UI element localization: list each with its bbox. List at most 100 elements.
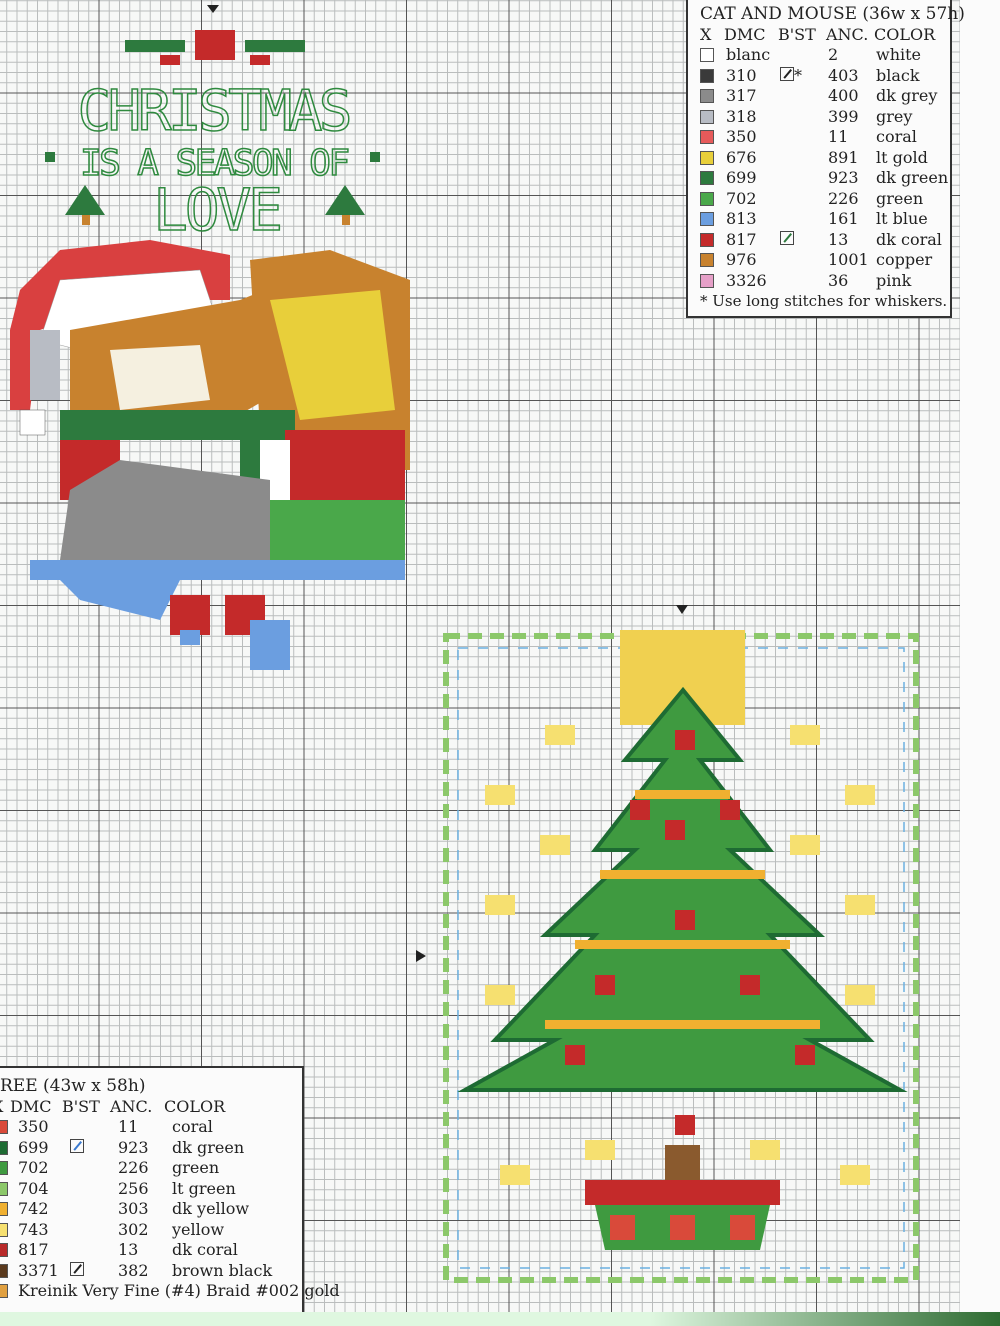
anchor-number: 226: [118, 1158, 149, 1177]
color-swatch: [700, 232, 714, 247]
key-header: X DMC B'ST ANC. COLOR: [0, 1097, 302, 1118]
anchor-number: 13: [118, 1240, 139, 1259]
color-name: coral: [876, 127, 917, 146]
key-row: 317 400 dk grey: [700, 86, 950, 107]
color-swatch: [700, 273, 714, 288]
color-name: green: [876, 188, 924, 208]
tree-frame: [443, 633, 919, 1283]
key-row: 817 13 dk coral: [0, 1240, 302, 1261]
header-bst: B'ST: [62, 1096, 100, 1116]
color-swatch: [0, 1140, 8, 1155]
header-bst: B'ST: [778, 24, 816, 44]
header-x: X: [0, 1097, 10, 1118]
small-trees-motif: [45, 152, 380, 225]
color-name: brown black: [172, 1260, 273, 1280]
color-name: dk yellow: [172, 1199, 250, 1218]
anchor-number: 923: [828, 168, 859, 187]
anchor-number: 382: [118, 1260, 149, 1280]
key-title: CAT AND MOUSE (36w x 57h): [700, 4, 965, 24]
color-name: dk grey: [876, 86, 938, 105]
color-swatch: [0, 1284, 8, 1299]
anchor-number: 226: [828, 188, 859, 208]
key-row: 350 11 coral: [700, 127, 950, 148]
color-name: pink: [876, 270, 912, 290]
dmc-number: 742: [18, 1199, 49, 1218]
motif-text-line2: IS A SEASON OF: [80, 143, 350, 184]
dmc-number: 702: [726, 188, 757, 208]
anchor-number: 403: [828, 65, 859, 85]
backstitch-icon: [780, 66, 794, 81]
dmc-number: 310: [726, 65, 757, 85]
dmc-number: 743: [18, 1219, 49, 1239]
key-row: 817 13 dk coral: [700, 230, 950, 251]
header-dmc: DMC: [10, 1096, 52, 1116]
dmc-number: 699: [726, 168, 757, 187]
key-note: * Use long stitches for whiskers.: [700, 292, 948, 310]
color-name: dk coral: [172, 1240, 238, 1259]
anchor-number: 923: [118, 1137, 149, 1157]
color-swatch: [700, 68, 714, 83]
backstitch-cell: *: [780, 66, 828, 87]
dmc-number: 676: [726, 147, 757, 167]
dmc-number: 350: [18, 1117, 49, 1136]
anchor-number: 11: [828, 127, 849, 146]
header-x: X: [700, 24, 712, 44]
key-row: blanc 2 white: [700, 45, 950, 66]
dmc-number: 976: [726, 250, 757, 269]
header-color: COLOR: [874, 24, 936, 44]
color-name: dk coral: [876, 229, 942, 249]
color-swatch: [700, 191, 714, 206]
dmc-number: 3371: [18, 1260, 59, 1280]
dmc-number: 317: [726, 86, 757, 105]
page-margin: [960, 0, 1000, 1312]
color-name: yellow: [172, 1219, 225, 1239]
anchor-number: 302: [118, 1219, 149, 1239]
color-swatch: [0, 1222, 8, 1237]
motif-text-line3: LOVE: [153, 176, 283, 244]
color-name: dk green: [876, 168, 949, 187]
dmc-number: 3326: [726, 270, 767, 290]
color-name: coral: [172, 1117, 213, 1136]
color-name: lt blue: [876, 209, 928, 228]
backstitch-icon: [780, 230, 794, 245]
key-row: 702 226 green: [700, 189, 950, 210]
color-swatch: [0, 1181, 8, 1196]
center-arrow-tree-top: [676, 605, 688, 614]
dmc-number: 704: [18, 1178, 49, 1198]
anchor-number: 11: [118, 1117, 139, 1136]
backstitch-asterisk: *: [794, 65, 802, 85]
kreinik-row: Kreinik Very Fine (#4) Braid #002 gold: [0, 1281, 340, 1302]
key-row: 699 923 dk green: [0, 1138, 302, 1159]
color-name: dk green: [172, 1137, 245, 1157]
dmc-number: blanc: [726, 45, 771, 64]
color-swatch: [0, 1243, 8, 1258]
color-name: lt green: [172, 1178, 236, 1198]
color-swatch: [0, 1120, 8, 1135]
key-rows: blanc 2 white 310 * 403 black 317 400 dk grey 318 3…: [700, 45, 950, 291]
anchor-number: 891: [828, 147, 859, 167]
color-name: white: [876, 45, 922, 64]
backstitch-cell: [780, 230, 828, 251]
anchor-number: 36: [828, 270, 849, 290]
color-swatch: [700, 253, 714, 268]
center-arrow-tree-side: [416, 950, 426, 962]
key-row: 743 302 yellow: [0, 1220, 302, 1241]
key-row: 3371 382 brown black: [0, 1261, 302, 1282]
dmc-number: 817: [726, 229, 757, 249]
header-dmc: DMC: [724, 24, 766, 44]
color-swatch: [700, 130, 714, 145]
stars-sparkles: [485, 725, 875, 1185]
backstitch-cell: [70, 1261, 118, 1282]
color-name: lt gold: [876, 147, 928, 167]
anchor-number: 161: [828, 209, 859, 228]
anchor-number: 400: [828, 86, 859, 105]
color-swatch: [700, 89, 714, 104]
color-swatch: [700, 109, 714, 124]
header-anc: ANC.: [826, 24, 869, 44]
anchor-number: 13: [828, 229, 849, 249]
kreinik-label: Kreinik Very Fine (#4) Braid #002 gold: [18, 1281, 340, 1300]
color-swatch: [0, 1161, 8, 1176]
key-row: 350 11 coral: [0, 1117, 302, 1138]
anchor-number: 303: [118, 1199, 149, 1218]
key-row: 813 161 lt blue: [700, 209, 950, 230]
